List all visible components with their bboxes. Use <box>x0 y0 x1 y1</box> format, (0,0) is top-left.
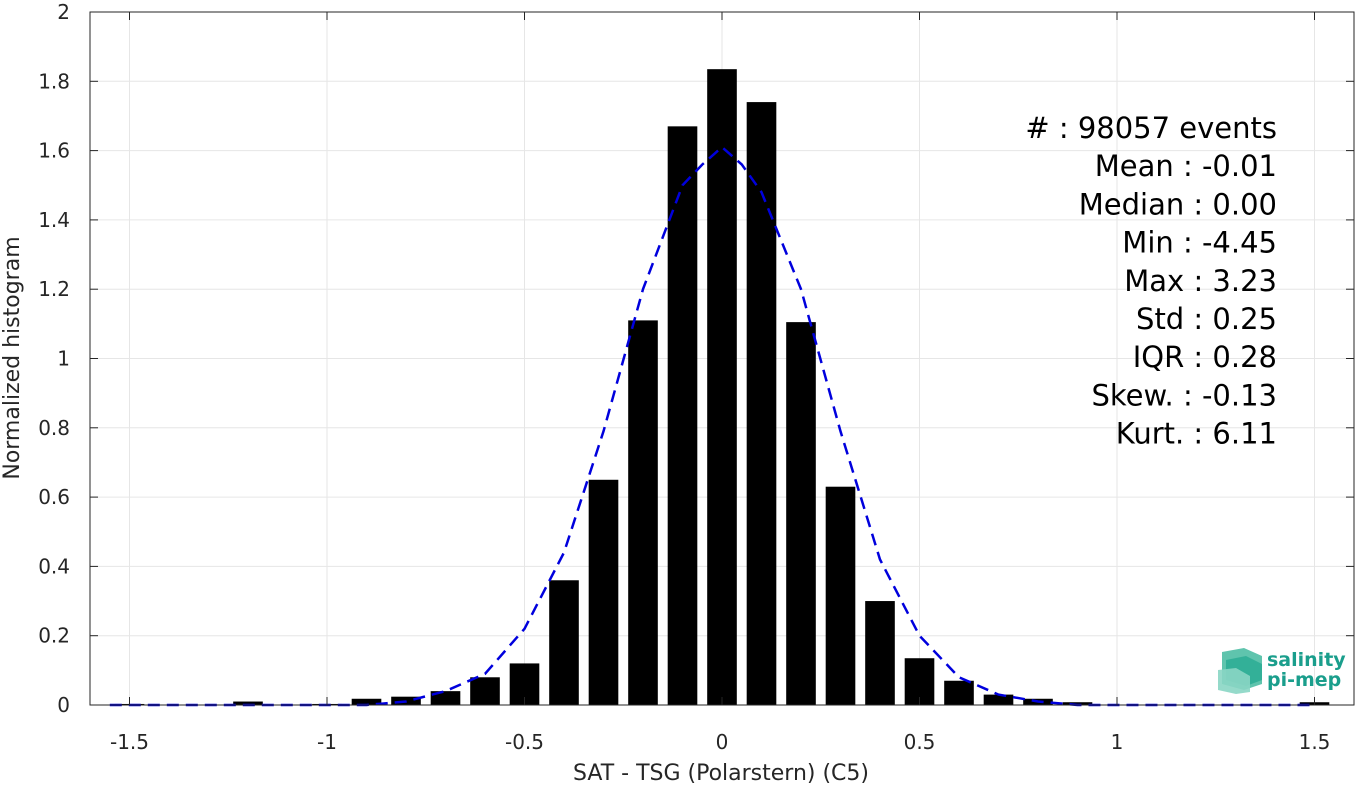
y-tick-label: 1.4 <box>38 208 70 232</box>
stat-line: IQR : 0.28 <box>1133 340 1277 374</box>
histogram-bar <box>470 677 500 705</box>
stat-line: Mean : -0.01 <box>1095 149 1277 183</box>
stat-line: Kurt. : 6.11 <box>1116 417 1277 451</box>
logo-icon <box>1218 648 1262 694</box>
y-tick-label: 1.8 <box>38 69 70 93</box>
x-tick-label: 0.5 <box>904 730 936 754</box>
axes <box>89 11 1355 706</box>
stat-line: Std : 0.25 <box>1136 302 1277 336</box>
x-tick-label: 1.5 <box>1299 730 1331 754</box>
y-tick-label: 1 <box>57 347 70 371</box>
histogram-bar <box>1062 702 1093 705</box>
y-tick-label: 2 <box>57 0 70 24</box>
histogram-bar <box>628 320 658 705</box>
stat-line: Median : 0.00 <box>1079 187 1277 221</box>
histogram-bar <box>667 126 698 706</box>
logo-line2: pi-mep <box>1267 669 1341 691</box>
histogram-bars <box>114 69 1330 706</box>
histogram-bar <box>983 694 1014 705</box>
y-tick-label: 0.2 <box>38 624 70 648</box>
y-tick-label: 0 <box>57 693 70 717</box>
histogram-bar <box>430 691 461 705</box>
x-axis-label: SAT - TSG (Polarstern) (C5) <box>573 761 869 785</box>
x-tick-label: -1.5 <box>110 730 149 754</box>
histogram-bar <box>865 601 895 705</box>
stat-line: Min : -4.45 <box>1122 226 1277 260</box>
y-tick-label: 0.6 <box>38 485 70 509</box>
statistics-annotation: # : 98057 events Mean : -0.01 Median : 0.0… <box>1025 111 1277 451</box>
histogram-bar <box>707 69 737 706</box>
y-tick-label: 0.4 <box>38 554 70 578</box>
x-tick-label: -1 <box>317 730 337 754</box>
histogram-bar <box>944 680 974 705</box>
histogram-bar <box>746 102 777 706</box>
logo-line1: salinity <box>1267 649 1346 671</box>
tick-labels: -1.5 -1 -0.5 0 0.5 1 1.5 0 0.2 0.4 0.6 0.8 1 1.2 1.4 1.… <box>38 0 1330 754</box>
stat-line: Skew. : -0.13 <box>1091 378 1277 412</box>
stat-line: # : 98057 events <box>1025 111 1277 145</box>
histogram-bar <box>588 479 619 705</box>
salinity-pi-mep-logo: salinity pi-mep <box>1218 648 1346 694</box>
y-tick-label: 1.6 <box>38 139 70 163</box>
histogram-bar <box>351 698 382 705</box>
y-axis-label: Normalized histogram <box>0 236 25 479</box>
y-tick-label: 0.8 <box>38 416 70 440</box>
histogram-bar <box>233 701 263 705</box>
x-tick-label: -0.5 <box>505 730 544 754</box>
histogram-bar <box>786 322 816 705</box>
histogram-bar <box>825 486 856 705</box>
stat-line: Max : 3.23 <box>1124 264 1277 298</box>
histogram-bar <box>549 580 579 705</box>
x-tick-label: 1 <box>1111 730 1124 754</box>
x-tick-label: 0 <box>716 730 729 754</box>
y-tick-label: 1.2 <box>38 277 70 301</box>
